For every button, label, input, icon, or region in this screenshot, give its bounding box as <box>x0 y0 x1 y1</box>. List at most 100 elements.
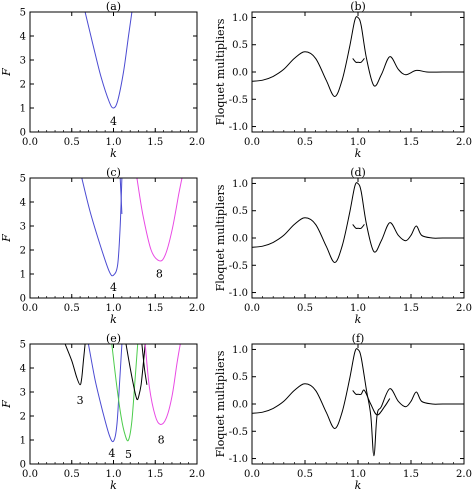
y-tick-label: 2 <box>20 80 26 91</box>
panel-f: 0.0 0.5 1.0 1.5 2.0 -1.0 -0.5 0.0 0.5 1.0 (f) k Floq… <box>214 332 472 489</box>
x-axis-label: k <box>355 147 362 160</box>
series-line-5 <box>144 344 181 425</box>
y-tick-label: 5 <box>20 340 26 351</box>
y-tick-label: 0.5 <box>232 40 248 51</box>
y-tick-label: 0 <box>20 128 26 139</box>
y-tick-label: 1.0 <box>232 179 248 190</box>
x-tick-label: 2.0 <box>189 303 205 314</box>
series-group <box>252 348 464 457</box>
y-tick-label: 4 <box>20 32 26 43</box>
y-tick-label: 0.5 <box>232 372 248 383</box>
y-tick-label: 0.0 <box>232 234 248 245</box>
x-tick-label: 0.0 <box>22 137 38 148</box>
x-tick-label: 1.0 <box>350 303 366 314</box>
y-tick-label: 1 <box>20 436 26 447</box>
x-tick-label: 1.5 <box>147 303 163 314</box>
series-line-2 <box>136 178 183 262</box>
curve-label: 8 <box>158 434 165 447</box>
x-tick-label: 1.5 <box>147 137 163 148</box>
panel-title: (e) <box>106 332 121 345</box>
y-axis-label: Floquet multipliers <box>214 350 227 457</box>
x-tick-label: 0.5 <box>64 303 80 314</box>
curve-label: 4 <box>110 281 117 294</box>
x-axis-label: k <box>110 313 117 326</box>
panel-b: 0.0 0.5 1.0 1.5 2.0 -1.0 -0.5 0.0 0.5 1.0 (b) k Floq… <box>214 0 472 160</box>
y-tick-label: 3 <box>20 56 26 67</box>
series-group <box>81 178 183 277</box>
y-tick-label: 1.0 <box>232 13 248 24</box>
x-axis-label: k <box>355 313 362 326</box>
panel-title: (b) <box>350 0 366 13</box>
series-line-1 <box>352 58 365 63</box>
x-tick-label: 0.5 <box>297 469 313 480</box>
curve-label: 4 <box>110 115 117 128</box>
x-tick-label: 1.5 <box>147 469 163 480</box>
x-tick-label: 2.0 <box>456 469 472 480</box>
series-line-0 <box>64 344 86 386</box>
x-tick-label: 0.0 <box>22 303 38 314</box>
series-group <box>64 344 181 443</box>
y-axis-label: F <box>0 234 13 243</box>
x-axis-label: k <box>110 147 117 160</box>
x-tick-label: 2.0 <box>456 137 472 148</box>
x-axis-label: k <box>355 479 362 489</box>
y-tick-label: -1.0 <box>229 454 248 465</box>
y-tick-label: 2 <box>20 246 26 257</box>
y-tick-label: 0 <box>20 460 26 471</box>
y-tick-label: 0.0 <box>232 68 248 79</box>
y-tick-label: 4 <box>20 364 26 375</box>
series-line-4 <box>141 344 148 385</box>
y-tick-label: 4 <box>20 198 26 209</box>
y-tick-label: 1 <box>20 104 26 115</box>
x-tick-label: 1.0 <box>106 303 122 314</box>
panel-title: (f) <box>352 332 365 345</box>
x-tick-label: 1.5 <box>403 137 419 148</box>
panel-title: (d) <box>350 166 366 179</box>
curve-label: 5 <box>125 448 132 461</box>
y-tick-label: -0.5 <box>229 261 248 272</box>
x-tick-label: 1.0 <box>350 137 366 148</box>
x-tick-label: 1.0 <box>106 469 122 480</box>
x-tick-label: 1.5 <box>403 469 419 480</box>
y-axis-label: Floquet multipliers <box>214 184 227 291</box>
series-line-1 <box>119 178 123 215</box>
x-tick-label: 0.5 <box>64 137 80 148</box>
series-line-1 <box>352 389 391 416</box>
y-tick-label: 5 <box>20 174 26 185</box>
y-tick-label: 1 <box>20 270 26 281</box>
y-tick-label: -0.5 <box>229 95 248 106</box>
curve-label: 8 <box>156 268 163 281</box>
y-axis-label: F <box>0 400 13 409</box>
y-tick-label: 0.0 <box>232 400 248 411</box>
y-tick-label: 3 <box>20 222 26 233</box>
x-tick-label: 0.5 <box>297 303 313 314</box>
series-line-0 <box>84 12 133 109</box>
panel-title: (c) <box>106 166 121 179</box>
series-line-0 <box>252 182 464 264</box>
y-tick-label: -1.0 <box>229 122 248 133</box>
panel-title: (a) <box>106 0 121 13</box>
x-tick-label: 0.5 <box>64 469 80 480</box>
x-tick-label: 2.0 <box>456 303 472 314</box>
series-line-0 <box>81 178 123 277</box>
series-group <box>84 12 133 109</box>
series-line-2 <box>111 344 139 442</box>
x-tick-label: 0.0 <box>244 137 260 148</box>
x-axis-label: k <box>110 479 117 489</box>
y-tick-label: -1.0 <box>229 288 248 299</box>
x-tick-label: 0.0 <box>22 469 38 480</box>
x-tick-label: 1.0 <box>106 137 122 148</box>
panel-c: 0.0 0.5 1.0 1.5 2.0 0 1 2 3 4 5 (c) k F 4 8 <box>0 166 205 326</box>
y-axis-label: Floquet multipliers <box>214 18 227 125</box>
y-tick-label: 0 <box>20 294 26 305</box>
series-line-0 <box>252 16 464 98</box>
curve-label: 3 <box>77 394 84 407</box>
panel-d: 0.0 0.5 1.0 1.5 2.0 -1.0 -0.5 0.0 0.5 1.0 (d) k Floq… <box>214 166 472 326</box>
y-tick-label: 0.5 <box>232 206 248 217</box>
x-tick-label: 1.0 <box>350 469 366 480</box>
y-tick-label: 5 <box>20 8 26 19</box>
x-tick-label: 2.0 <box>189 469 205 480</box>
series-line-1 <box>87 344 123 443</box>
